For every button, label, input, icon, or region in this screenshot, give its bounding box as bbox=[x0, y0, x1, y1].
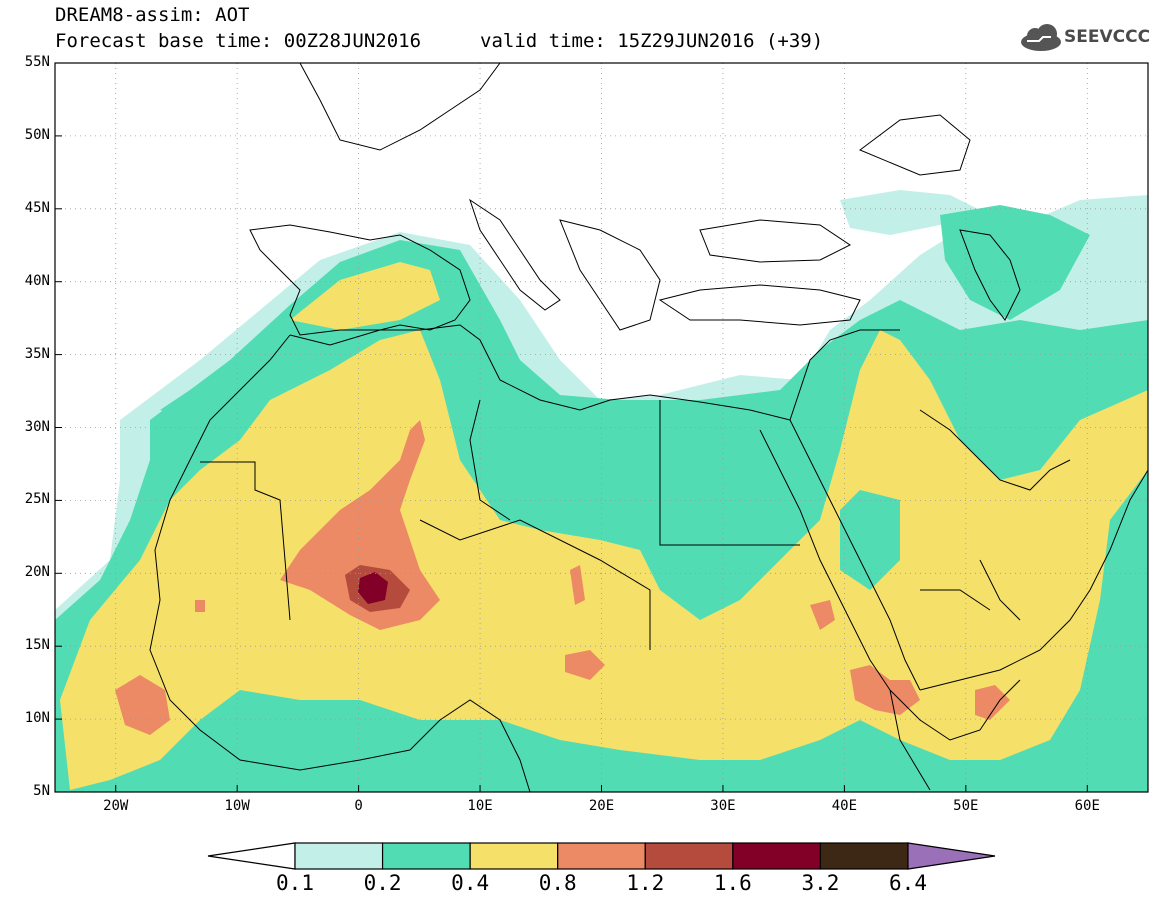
lon-label: 60E bbox=[1074, 798, 1100, 814]
lon-label: 10W bbox=[224, 798, 250, 814]
lon-label: 20E bbox=[588, 798, 615, 814]
aot-band-1-6 bbox=[358, 572, 388, 604]
valid-time: valid time: 15Z29JUN2016 (+39) bbox=[480, 30, 824, 52]
colorbar-swatch bbox=[469, 842, 559, 870]
colorbar-swatch bbox=[381, 842, 471, 870]
lon-label: 10E bbox=[467, 798, 493, 814]
lat-label: 25N bbox=[24, 491, 50, 508]
logo bbox=[1021, 24, 1061, 51]
colorbar-swatch bbox=[294, 842, 384, 870]
model-title: DREAM8-assim: AOT bbox=[55, 4, 250, 26]
coastlines bbox=[149, 63, 1148, 792]
lat-label: 50N bbox=[24, 126, 50, 143]
lat-label: 55N bbox=[24, 54, 50, 70]
colorbar-label: 0.2 bbox=[363, 871, 402, 895]
lat-label: 10N bbox=[24, 710, 50, 727]
lat-label: 45N bbox=[24, 199, 50, 216]
lat-label: 20N bbox=[24, 564, 50, 581]
colorbar-over-triangle bbox=[907, 842, 996, 870]
colorbar-swatch bbox=[819, 842, 909, 870]
colorbar-label: 3.2 bbox=[801, 871, 840, 895]
lon-label: 30E bbox=[710, 798, 736, 814]
logo-text: SEEVCCC bbox=[1064, 27, 1151, 47]
lon-label: 40E bbox=[831, 798, 858, 814]
lon-label: 20W bbox=[103, 798, 129, 814]
lat-label: 15N bbox=[24, 637, 50, 654]
lat-label: 30N bbox=[24, 418, 50, 435]
colorbar-swatch bbox=[644, 842, 734, 870]
colorbar-label: 0.1 bbox=[276, 871, 314, 895]
colorbar-label: 6.4 bbox=[889, 871, 927, 895]
lon-label: 0 bbox=[354, 798, 363, 814]
lat-label: 35N bbox=[24, 345, 50, 362]
axis-ticks bbox=[55, 62, 1088, 793]
cloud-icon bbox=[1021, 24, 1061, 51]
lat-label: 40N bbox=[24, 272, 50, 289]
colorbar-label: 1.6 bbox=[713, 871, 752, 895]
colorbar-label: 0.8 bbox=[538, 871, 577, 895]
colorbar-label: 0.4 bbox=[451, 871, 490, 895]
lon-label: 50E bbox=[953, 798, 979, 814]
forecast-base-time: Forecast base time: 00Z28JUN2016 bbox=[55, 30, 422, 52]
aot-band-0-8 bbox=[115, 420, 1010, 735]
colorbar bbox=[207, 842, 996, 870]
colorbar-swatch bbox=[557, 842, 646, 870]
colorbar-under-triangle bbox=[207, 842, 296, 870]
lat-label: 5N bbox=[33, 783, 50, 799]
colorbar-swatch bbox=[732, 842, 822, 870]
colorbar-label: 1.2 bbox=[626, 871, 665, 895]
